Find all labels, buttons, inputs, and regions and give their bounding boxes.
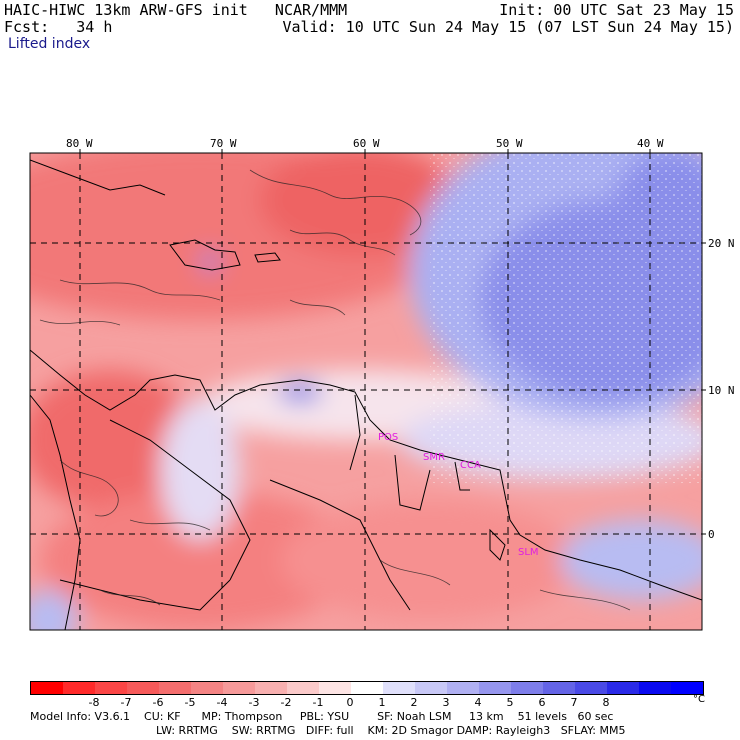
colorbar-cell <box>63 682 95 694</box>
lon-label-80w: 80 W <box>66 137 93 150</box>
field-sw-blue <box>30 590 78 630</box>
coast-cuba <box>30 159 166 196</box>
station-pos: POS <box>378 432 398 443</box>
lon-label-40w: 40 W <box>637 137 664 150</box>
field-south-atlantic-blue <box>560 520 702 600</box>
lon-label-60w: 60 W <box>353 137 380 150</box>
colorbar <box>30 681 704 695</box>
field-texture <box>430 153 702 483</box>
border-colombia <box>109 419 251 581</box>
coast-south-america <box>30 349 702 601</box>
colorbar-cell <box>575 682 607 694</box>
border-brazil <box>269 479 411 611</box>
colorbar-cell <box>511 682 543 694</box>
contour-8 <box>379 559 451 586</box>
contour-1 <box>249 169 422 236</box>
contour-2 <box>289 229 396 256</box>
colorbar-cell <box>607 682 639 694</box>
colorbar-tick-label: -7 <box>120 696 132 709</box>
colorbar-tick-label: -8 <box>88 696 100 709</box>
colorbar-tick-label: 1 <box>378 696 386 709</box>
colorbar-cell <box>415 682 447 694</box>
colorbar-tick-label: -4 <box>216 696 228 709</box>
colorbar-cell <box>191 682 223 694</box>
header-init-time: Init: 00 UTC Sat 23 May 15 <box>499 1 734 19</box>
station-cca: CCA <box>460 460 481 471</box>
colorbar-tick-label: -5 <box>184 696 196 709</box>
contour-9 <box>539 589 631 611</box>
field-name: Lifted index <box>8 36 91 52</box>
field-atlantic-red <box>260 153 460 255</box>
lat-label-0: 0 <box>708 528 715 541</box>
colorbar-cell <box>255 682 287 694</box>
colorbar-tick-label: -3 <box>248 696 260 709</box>
contour-5 <box>59 459 119 517</box>
model-info-line1: Model Info: V3.6.1 CU: KF MP: Thompson P… <box>30 710 614 723</box>
contour-10 <box>99 589 161 606</box>
lat-label-20n: 20 N <box>708 237 735 250</box>
colorbar-unit: °C <box>693 694 705 705</box>
border-venezuela-guyana <box>349 394 361 471</box>
header-valid-time: Valid: 10 UTC Sun 24 May 15 (07 LST Sun … <box>282 18 734 36</box>
lon-label-70w: 70 W <box>210 137 237 150</box>
contour-lines <box>39 169 631 611</box>
colorbar-cell <box>319 682 351 694</box>
colorbar-tick-label: 8 <box>602 696 610 709</box>
graticule <box>30 153 702 630</box>
header-model-title: HAIC-HIWC 13km ARW-GFS init NCAR/MMM <box>4 1 348 19</box>
border-guyana-suriname <box>394 454 431 511</box>
colorbar-cell <box>159 682 191 694</box>
field-colombia-red <box>30 370 200 510</box>
colorbar-tick-label: 6 <box>538 696 546 709</box>
coast-hispaniola <box>169 239 241 271</box>
colorbar-cell <box>479 682 511 694</box>
colorbar-cell <box>543 682 575 694</box>
lat-label-10n: 10 N <box>708 384 735 397</box>
colorbar-cell <box>287 682 319 694</box>
station-slm: SLM <box>518 547 539 558</box>
colorbar-tick-label: 5 <box>506 696 514 709</box>
colorbar-cell <box>447 682 479 694</box>
field-hispaniola-blue <box>202 252 218 272</box>
coastlines <box>30 159 702 630</box>
coast-pacific <box>30 394 81 630</box>
coast-puerto-rico <box>254 252 281 263</box>
map-field: POS SMR CCA SLM <box>30 153 702 630</box>
model-info-line2: LW: RRTMG SW: RRTMG DIFF: full KM: 2D Sm… <box>156 724 626 737</box>
colorbar-cell <box>95 682 127 694</box>
contour-3 <box>59 279 221 301</box>
colorbar-tick-label: 3 <box>442 696 450 709</box>
colorbar-cell <box>31 682 63 694</box>
map-ticks <box>79 149 706 535</box>
colorbar-tick-label: 7 <box>570 696 578 709</box>
colorbar-cell <box>223 682 255 694</box>
colorbar-tick-label: 0 <box>346 696 354 709</box>
lon-label-50w: 50 W <box>496 137 523 150</box>
colorbar-cell <box>671 682 703 694</box>
contour-6 <box>129 519 211 531</box>
colorbar-tick-label: 4 <box>474 696 482 709</box>
field-brazil-red <box>280 500 580 620</box>
colorbar-tick-label: -2 <box>280 696 292 709</box>
field-small-blue-cell <box>278 382 322 402</box>
contour-7 <box>289 299 346 316</box>
coast-marajo <box>489 528 506 561</box>
colorbar-cell <box>383 682 415 694</box>
header-forecast-hour: Fcst: 34 h <box>4 18 113 36</box>
colorbar-cell <box>351 682 383 694</box>
colorbar-cell <box>127 682 159 694</box>
colorbar-tick-label: -6 <box>152 696 164 709</box>
station-smr: SMR <box>423 452 445 463</box>
field-andes-pale <box>160 400 240 540</box>
colorbar-tick-label: -1 <box>312 696 324 709</box>
colorbar-tick-label: 2 <box>410 696 418 709</box>
colorbar-cell <box>639 682 671 694</box>
border-suriname-guiana <box>454 461 470 491</box>
map-frame <box>29 152 703 631</box>
